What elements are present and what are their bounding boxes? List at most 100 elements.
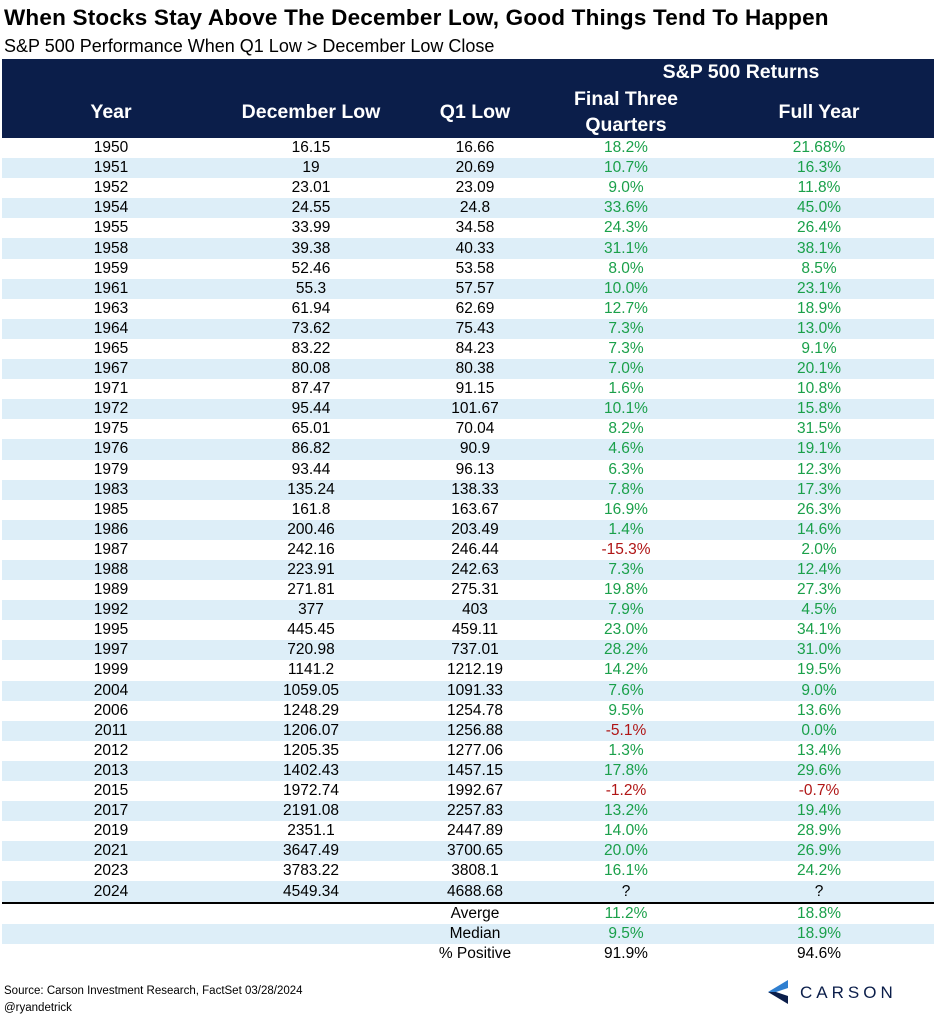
december-low-cell: 73.62 — [220, 318, 402, 339]
table-row: 2011 1206.07 1256.88 -5.1% 0.0% — [2, 720, 935, 741]
final-three-cell: 8.2% — [608, 420, 644, 438]
year-cell: 1963 — [93, 299, 129, 317]
final-three-cell: 14.2% — [604, 661, 648, 679]
q1-low-cell: 16.66 — [455, 139, 495, 157]
december-low-cell: 4549.34 — [220, 881, 402, 903]
summary-label: Median — [402, 923, 548, 944]
december-low-cell: 33.99 — [291, 219, 331, 237]
final-three-cell: -1.2% — [605, 782, 647, 800]
december-low-cell: 1206.07 — [220, 720, 402, 741]
q1-low-cell: 23.09 — [455, 179, 495, 197]
q1-low-cell: 4688.68 — [402, 881, 548, 903]
table-row: 1988 223.91 242.63 7.3% 12.4% — [2, 559, 935, 581]
summary-final-three: 91.9% — [604, 944, 648, 962]
year-cell: 1988 — [2, 559, 220, 581]
final-three-cell: 31.1% — [548, 238, 704, 259]
final-three-cell: 28.2% — [548, 640, 704, 661]
full-year-cell: 29.6% — [704, 760, 935, 781]
year-cell: 2017 — [2, 801, 220, 822]
table-row: 1989 271.81 275.31 19.8% 27.3% — [2, 580, 934, 600]
final-three-cell: 7.8% — [548, 479, 704, 500]
year-cell: 1989 — [93, 581, 129, 599]
year-cell: 1967 — [2, 359, 220, 380]
final-three-cell: 10.0% — [548, 278, 704, 299]
q1-low-cell: 20.69 — [402, 158, 548, 179]
q1-low-cell: 1992.67 — [446, 782, 504, 800]
final-three-cell: 17.8% — [548, 760, 704, 781]
summary-final-three: 11.2% — [548, 901, 704, 924]
year-cell: 1972 — [2, 399, 220, 420]
header-final-three-line2: Quarters — [585, 114, 667, 136]
q1-low-cell: 2447.89 — [446, 822, 504, 840]
year-cell: 2012 — [93, 741, 129, 759]
final-three-cell: 1.4% — [548, 519, 704, 540]
final-three-cell: 1.3% — [608, 741, 644, 759]
december-low-cell: 135.24 — [220, 479, 402, 500]
table-row: 1986 200.46 203.49 1.4% 14.6% — [2, 519, 935, 540]
q1-low-cell: 459.11 — [451, 621, 499, 639]
final-three-cell: 7.0% — [548, 359, 704, 380]
year-cell: 1979 — [93, 460, 129, 478]
q1-low-cell: 275.31 — [451, 581, 499, 599]
table-row: 1954 24.55 24.8 33.6% 45.0% — [2, 198, 935, 219]
final-three-cell: 24.3% — [604, 219, 648, 237]
full-year-cell: 8.5% — [801, 259, 837, 277]
december-low-cell: 1248.29 — [282, 701, 340, 719]
header-december-low: December Low — [220, 86, 402, 138]
q1-low-cell: 96.13 — [455, 460, 495, 478]
december-low-cell: 95.44 — [220, 399, 402, 420]
final-three-cell: 7.6% — [548, 680, 704, 701]
q1-low-cell: 203.49 — [402, 519, 548, 540]
table-row: 2023 3783.22 3808.1 16.1% 24.2% — [2, 861, 934, 881]
full-year-cell: 13.0% — [704, 318, 935, 339]
summary-empty-cell — [220, 923, 402, 944]
q1-low-cell: 90.9 — [402, 439, 548, 460]
summary-full-year: 18.9% — [704, 923, 935, 944]
december-low-cell: 377 — [220, 600, 402, 621]
header-year: Year — [2, 86, 220, 138]
year-cell: 2006 — [93, 701, 129, 719]
year-cell: 2024 — [2, 881, 220, 903]
summary-label: % Positive — [438, 944, 512, 962]
table-row: 1992 377 403 7.9% 4.5% — [2, 600, 935, 621]
final-three-cell: 7.9% — [548, 600, 704, 621]
q1-low-cell: 138.33 — [402, 479, 548, 500]
final-three-cell: 10.1% — [548, 399, 704, 420]
q1-low-cell: 242.63 — [402, 559, 548, 581]
december-low-cell: 19 — [220, 158, 402, 179]
summary-full-year: 18.8% — [704, 901, 935, 924]
q1-low-cell: 3808.1 — [451, 862, 499, 880]
year-cell: 1997 — [2, 640, 220, 661]
final-three-cell: 10.7% — [548, 158, 704, 179]
table-row: 1997 720.98 737.01 28.2% 31.0% — [2, 640, 935, 661]
final-three-cell: 16.1% — [604, 862, 648, 880]
december-low-cell: 87.47 — [291, 380, 331, 398]
q1-low-cell: 1457.15 — [402, 760, 548, 781]
year-cell: 1985 — [93, 500, 129, 518]
december-low-cell: 3783.22 — [282, 862, 340, 880]
final-three-cell: 7.3% — [608, 339, 644, 357]
q1-low-cell: 34.58 — [455, 219, 495, 237]
full-year-cell: 19.5% — [797, 661, 841, 679]
december-low-cell: 23.01 — [291, 179, 331, 197]
header-sp500-returns: S&P 500 Returns — [548, 59, 935, 86]
table-row: 1955 33.99 34.58 24.3% 26.4% — [2, 218, 934, 238]
full-year-cell: 19.1% — [704, 439, 935, 460]
q1-low-cell: 80.38 — [402, 359, 548, 380]
final-three-cell: 6.3% — [608, 460, 644, 478]
table-row: 1983 135.24 138.33 7.8% 17.3% — [2, 479, 935, 500]
table-row: 1971 87.47 91.15 1.6% 10.8% — [2, 379, 934, 399]
table-row: 1975 65.01 70.04 8.2% 31.5% — [2, 419, 934, 439]
header-q1-low: Q1 Low — [402, 86, 548, 138]
returns-table: S&P 500 Returns Year December Low Q1 Low… — [2, 59, 935, 964]
final-three-cell: 23.0% — [604, 621, 648, 639]
december-low-cell: 61.94 — [291, 299, 331, 317]
table-row: 2015 1972.74 1992.67 -1.2% -0.7% — [2, 781, 934, 801]
year-cell: 1995 — [93, 621, 129, 639]
december-low-cell: 2351.1 — [287, 822, 335, 840]
year-cell: 1983 — [2, 479, 220, 500]
table-row: 2004 1059.05 1091.33 7.6% 9.0% — [2, 680, 935, 701]
q1-low-cell: 24.8 — [402, 198, 548, 219]
q1-low-cell: 2257.83 — [402, 801, 548, 822]
full-year-cell: 14.6% — [704, 519, 935, 540]
